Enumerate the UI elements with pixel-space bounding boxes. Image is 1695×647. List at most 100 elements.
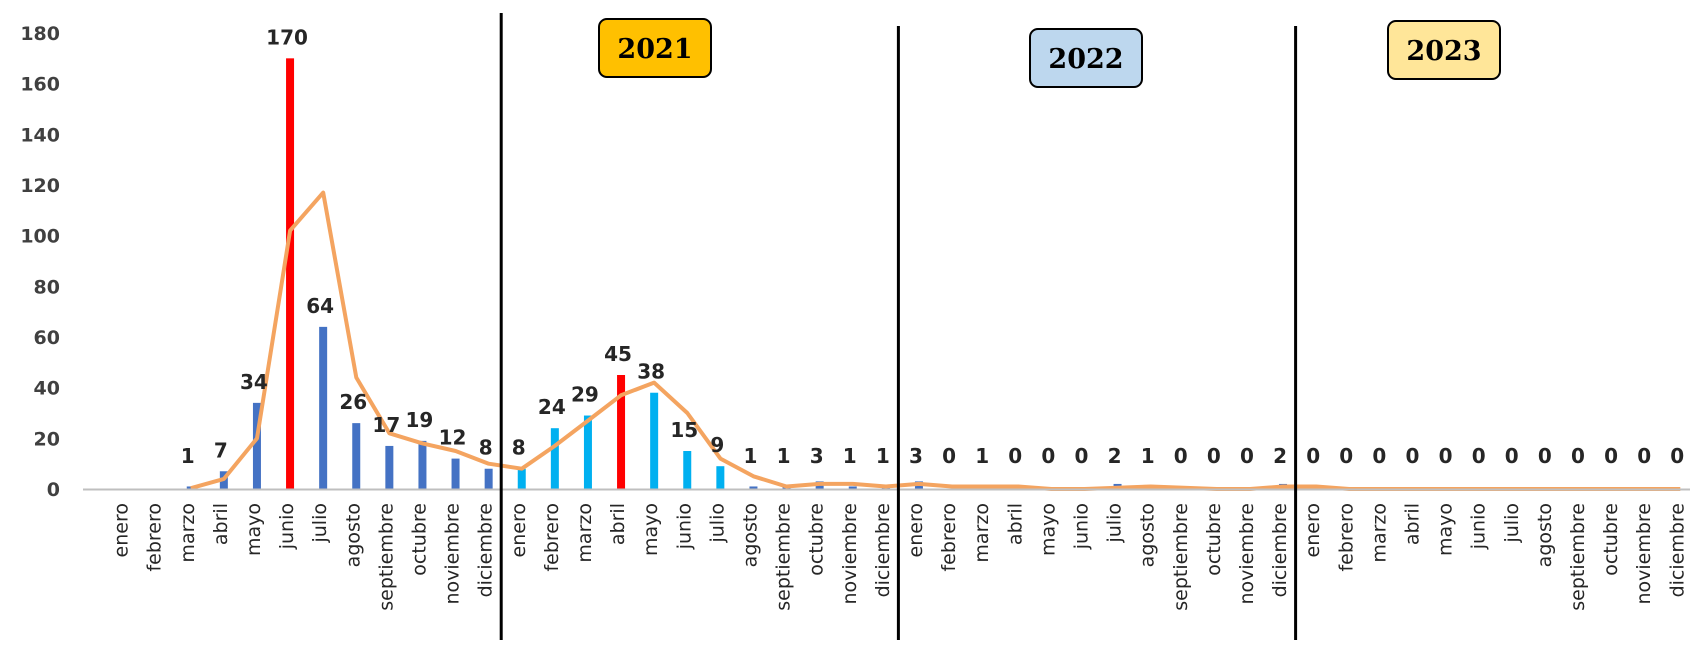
year-dividers xyxy=(499,13,1298,640)
data-label: 0 xyxy=(1008,444,1022,468)
x-category-label: marzo xyxy=(971,503,993,563)
x-category-label: enero xyxy=(111,503,133,557)
x-category-label: mayo xyxy=(1435,503,1457,556)
x-category-label: agosto xyxy=(342,503,364,567)
data-label: 45 xyxy=(604,342,632,366)
data-label: 0 xyxy=(1604,444,1618,468)
x-category-label: julio xyxy=(706,503,728,544)
x-category-label: mayo xyxy=(640,503,662,556)
bar-22 xyxy=(848,486,857,489)
x-category-label: febrero xyxy=(541,503,563,572)
data-label: 0 xyxy=(1339,444,1353,468)
bar-18 xyxy=(716,466,725,489)
x-category-label: septiembre xyxy=(773,503,795,611)
data-label: 3 xyxy=(909,444,923,468)
bar-4 xyxy=(252,402,261,489)
data-label: 3 xyxy=(810,444,824,468)
x-category-label: marzo xyxy=(1368,503,1390,563)
bar-16 xyxy=(650,392,659,489)
data-label: 8 xyxy=(512,436,526,460)
x-category-label: julio xyxy=(309,503,331,544)
x-category-label: diciembre xyxy=(475,503,497,597)
data-label: 7 xyxy=(214,438,228,462)
data-label: 17 xyxy=(372,413,400,437)
x-category-label: junio xyxy=(1468,503,1490,550)
data-label: 1 xyxy=(1141,444,1155,468)
data-label: 38 xyxy=(637,360,665,384)
data-label: 1 xyxy=(843,444,857,468)
data-label: 0 xyxy=(1637,444,1651,468)
year-box-2022 xyxy=(1029,28,1143,88)
data-label: 1 xyxy=(181,444,195,468)
data-label: 0 xyxy=(1472,444,1486,468)
data-label: 0 xyxy=(1571,444,1585,468)
x-category-label: febrero xyxy=(938,503,960,572)
x-category-label: abril xyxy=(1004,503,1026,545)
year-label-2021: 2021 xyxy=(617,34,692,65)
x-category-label: julio xyxy=(1501,503,1523,544)
x-category-label: noviembre xyxy=(839,503,861,605)
data-label: 0 xyxy=(1670,444,1684,468)
bar-12 xyxy=(517,468,526,489)
x-category-label: junio xyxy=(1070,503,1092,550)
x-category-label: octubre xyxy=(408,503,430,576)
x-category-label: septiembre xyxy=(1170,503,1192,611)
y-tick-label: 0 xyxy=(47,479,60,501)
data-label: 1 xyxy=(876,444,890,468)
y-tick-label: 80 xyxy=(34,276,60,298)
x-category-label: abril xyxy=(210,503,232,545)
year-box-2021 xyxy=(598,18,712,78)
data-label: 1 xyxy=(743,444,757,468)
x-category-label: mayo xyxy=(243,503,265,556)
y-tick-label: 20 xyxy=(34,428,60,450)
bar-11 xyxy=(484,468,493,489)
x-category-label: octubre xyxy=(1203,503,1225,576)
x-category-label: enero xyxy=(508,503,530,557)
data-label: 64 xyxy=(306,294,334,318)
data-label: 24 xyxy=(538,395,566,419)
data-label: 34 xyxy=(240,370,268,394)
x-axis-category-labels: enero febrero marzo abril mayo junio julio agos… xyxy=(111,503,1689,611)
y-tick-label: 100 xyxy=(20,226,60,248)
x-category-label: agosto xyxy=(1137,503,1159,567)
bar-17 xyxy=(683,451,692,489)
data-label: 1 xyxy=(975,444,989,468)
data-label: 15 xyxy=(670,418,698,442)
trend-line xyxy=(190,190,1681,491)
bar-14 xyxy=(583,415,592,489)
bar-15 xyxy=(617,375,626,489)
data-label: 8 xyxy=(479,436,493,460)
bar-series xyxy=(186,58,1288,489)
data-label: 0 xyxy=(942,444,956,468)
year-label-2023: 2023 xyxy=(1406,36,1481,67)
x-category-label: junio xyxy=(276,503,298,550)
data-label: 1 xyxy=(777,444,791,468)
year-labels: 2021 2022 2023 xyxy=(598,18,1501,88)
x-category-label: diciembre xyxy=(872,503,894,597)
x-category-label: enero xyxy=(1302,503,1324,557)
x-category-label: septiembre xyxy=(1567,503,1589,611)
x-category-label: marzo xyxy=(574,503,596,563)
y-tick-label: 120 xyxy=(20,175,60,197)
data-label: 0 xyxy=(1207,444,1221,468)
x-category-label: enero xyxy=(905,503,927,557)
bar-19 xyxy=(749,486,758,489)
x-category-label: diciembre xyxy=(1666,503,1688,597)
data-label: 9 xyxy=(710,433,724,457)
y-tick-label: 160 xyxy=(20,74,60,96)
x-category-label: febrero xyxy=(144,503,166,572)
year-label-2022: 2022 xyxy=(1048,44,1123,75)
data-label: 170 xyxy=(266,25,308,49)
data-label: 19 xyxy=(406,408,434,432)
data-label: 0 xyxy=(1405,444,1419,468)
data-label: 2 xyxy=(1273,444,1287,468)
data-label: 0 xyxy=(1074,444,1088,468)
x-category-label: noviembre xyxy=(1236,503,1258,605)
x-category-label: febrero xyxy=(1335,503,1357,572)
x-category-label: junio xyxy=(673,503,695,550)
bar-8 xyxy=(385,445,394,489)
data-label: 26 xyxy=(339,390,367,414)
x-category-label: octubre xyxy=(806,503,828,576)
